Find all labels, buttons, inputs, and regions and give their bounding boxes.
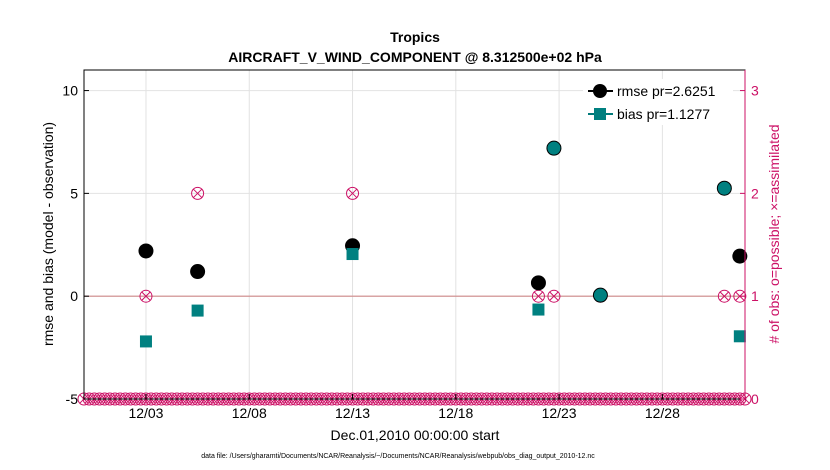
- rmse-point: [190, 264, 206, 280]
- x-tick-label: 12/08: [232, 405, 267, 421]
- y-tick-label: 5: [70, 185, 78, 201]
- x-ticks: 12/03 12/08 12/13 12/18 12/23 12/28: [128, 394, 680, 421]
- data-file-note: data file: /Users/gharamti/Documents/NCA…: [201, 453, 595, 460]
- rmse-point: [530, 275, 546, 291]
- obs-assimilated-cross: [347, 188, 358, 198]
- obs-count-marker: [717, 289, 731, 303]
- bias-point: [547, 141, 561, 155]
- obs-assimilated-cross: [141, 291, 151, 301]
- rmse-point: [732, 248, 748, 264]
- obs-assimilated-cross: [193, 188, 203, 198]
- chart-subtitle: AIRCRAFT_V_WIND_COMPONENT @ 8.312500e+02…: [228, 49, 602, 65]
- x-tick-label: 12/28: [645, 405, 680, 421]
- y-tick-label: 0: [70, 288, 78, 304]
- obs-count-marker: [191, 186, 205, 200]
- y2-tick-label: 1: [751, 288, 759, 304]
- bias-point: [139, 335, 152, 348]
- y2-tick-label: 0: [751, 391, 759, 407]
- y-right-ticks: 0 1 2 3: [740, 70, 759, 407]
- y2-tick-label: 2: [751, 185, 759, 201]
- obs-assimilated-cross: [719, 291, 729, 301]
- chart-title: Tropics: [390, 29, 440, 45]
- obs-count-marker: [733, 289, 747, 303]
- x-tick-label: 12/13: [335, 405, 370, 421]
- legend: rmse pr=2.6251 bias pr=1.1277: [583, 79, 733, 125]
- y-tick-label: 10: [62, 83, 78, 99]
- legend-box: [583, 79, 733, 125]
- y2-tick-label: 3: [751, 83, 759, 99]
- obs-assimilated-cross: [549, 291, 559, 301]
- legend-rmse-marker: [593, 84, 607, 98]
- y-tick-label: -5: [66, 391, 79, 407]
- rmse-point: [138, 243, 154, 259]
- obs-assimilated-cross: [735, 291, 745, 301]
- obs-possible-circle: [717, 289, 731, 303]
- bias-point: [191, 304, 204, 317]
- obs-count-marker: [139, 289, 153, 303]
- obs-possible-circle: [733, 289, 747, 303]
- x-tick-label: 12/03: [128, 405, 163, 421]
- bias-point: [733, 330, 746, 343]
- series-markers: [138, 140, 748, 348]
- x-tick-label: 12/23: [542, 405, 577, 421]
- bias-point: [346, 248, 359, 261]
- legend-bias-marker: [594, 108, 606, 120]
- obs-count-marker: [547, 289, 561, 303]
- obs-assimilated-cross: [533, 291, 543, 301]
- legend-bias-label: bias pr=1.1277: [617, 106, 710, 122]
- obs-possible-circle: [547, 289, 561, 303]
- y2-axis-label: # of obs: o=possible; ×=assimilated: [766, 124, 782, 343]
- obs-possible-circle: [191, 186, 205, 200]
- bias-point: [717, 181, 731, 195]
- y-axis-label: rmse and bias (model - observation): [40, 122, 56, 346]
- obs-count-marker: [346, 186, 360, 200]
- bias-point: [532, 303, 545, 316]
- bias-point: [593, 288, 607, 302]
- obs-possible-circle: [346, 186, 360, 200]
- obs-possible-circle: [139, 289, 153, 303]
- y-left-ticks: -5 0 5 10: [62, 83, 89, 407]
- x-tick-label: 12/18: [438, 405, 473, 421]
- x-axis-label: Dec.01,2010 00:00:00 start: [331, 427, 500, 443]
- legend-rmse-label: rmse pr=2.6251: [617, 83, 716, 99]
